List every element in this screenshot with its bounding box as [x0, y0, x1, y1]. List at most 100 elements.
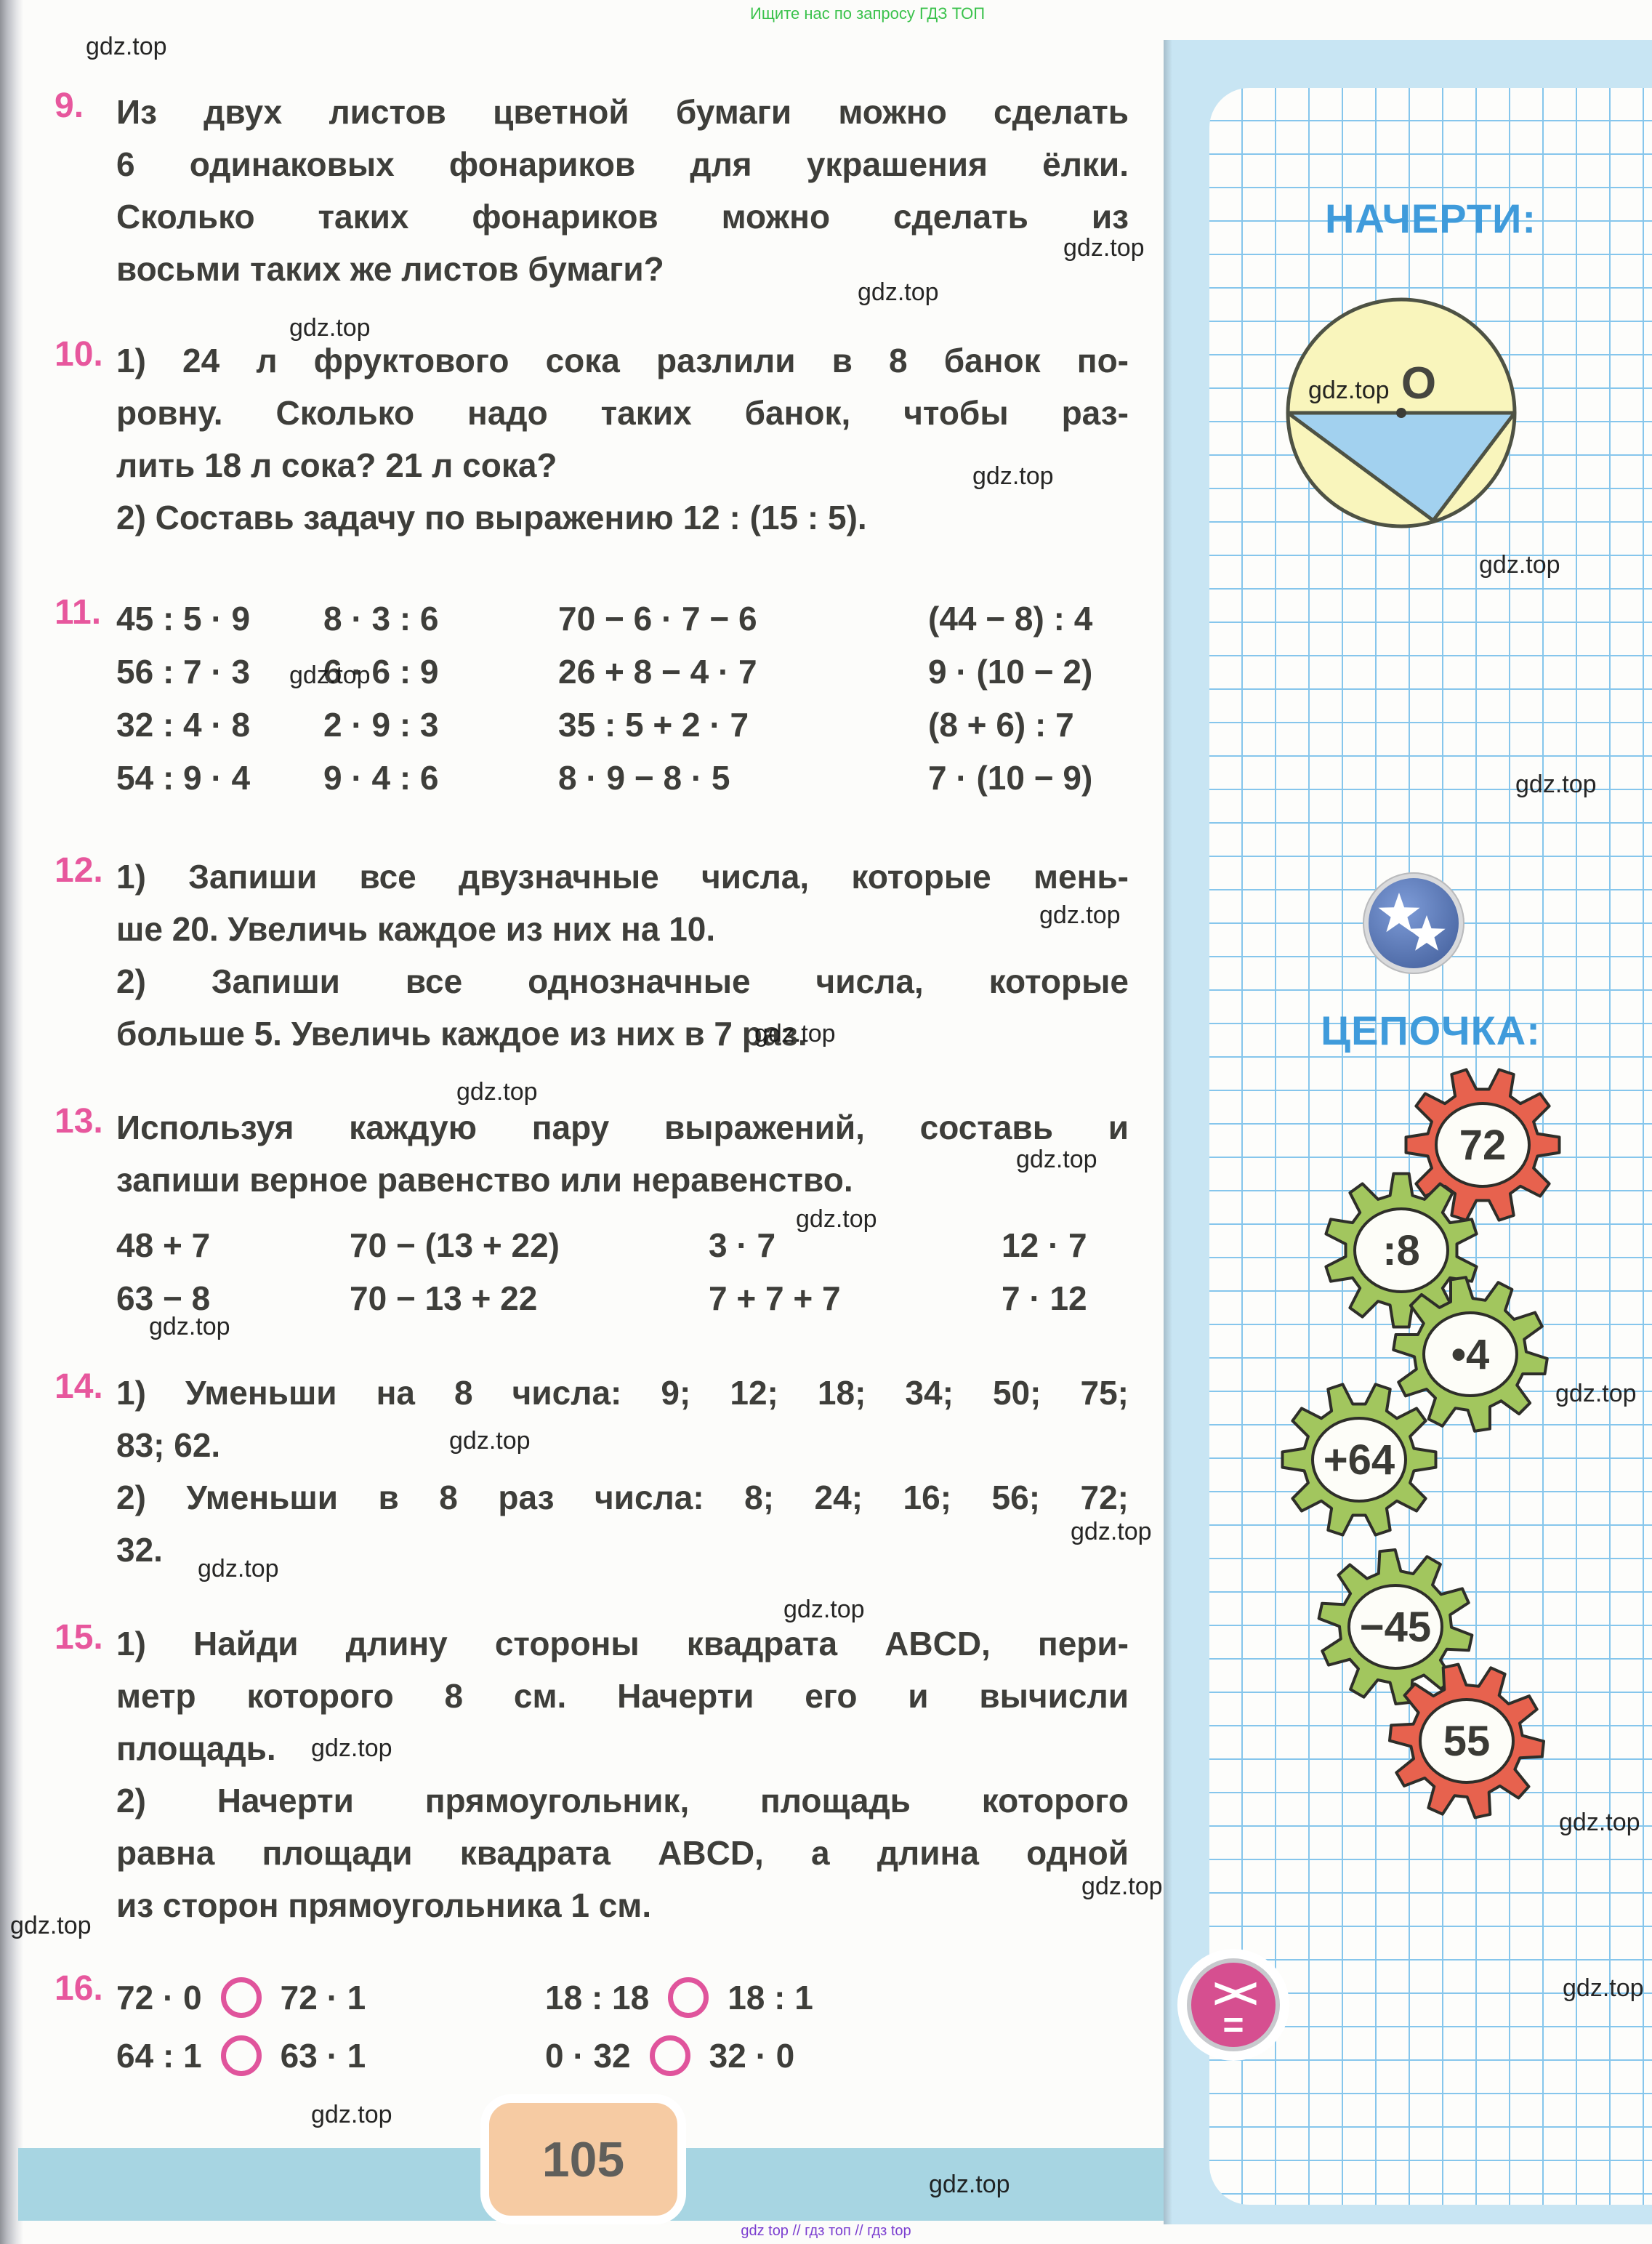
gdz-watermark: gdz.top [754, 1020, 836, 1047]
compare-circle [220, 2035, 262, 2076]
problem-text: Из двух листов цветной бумаги можно сдел… [116, 86, 1129, 295]
expression-cell: 35 : 5 + 2 · 7 [558, 706, 749, 744]
gdz-watermark: gdz.top [1071, 1518, 1152, 1545]
gdz-watermark: gdz.top [929, 2171, 1010, 2198]
circle-with-inscribed-triangle-figure: О [1286, 297, 1517, 528]
gear-•4: •4 [1392, 1276, 1549, 1433]
expression-cell: 70 − 6 · 7 − 6 [558, 600, 757, 638]
draw-heading: НАЧЕРТИ: [1324, 196, 1537, 241]
expression-right: 32 · 0 [709, 2037, 795, 2075]
text-line: ровну. Сколько надо таких банок, чтобы р… [116, 394, 1129, 432]
expression-cell: 48 + 7 [116, 1226, 211, 1264]
gear-label: 55 [1443, 1718, 1491, 1765]
gdz-watermark: gdz.top [149, 1313, 230, 1340]
expression-cell: 9 · (10 − 2) [928, 653, 1093, 691]
star-icon [1408, 915, 1446, 951]
gear-:8: :8 [1324, 1172, 1478, 1329]
expression-cell: 3 · 7 [709, 1226, 776, 1264]
expression-cell: 32 : 4 · 8 [116, 706, 251, 744]
problem-number: 9. [55, 87, 84, 125]
expression-left: 0 · 32 [545, 2037, 631, 2075]
badge-disc [1187, 1958, 1280, 2051]
star-icon [1378, 893, 1420, 933]
text-line: 2) Составь задачу по выражению 12 : (15 … [116, 499, 867, 536]
expression-cell: 8 · 3 : 6 [323, 600, 439, 638]
gdz-watermark: gdz.top [1479, 551, 1560, 579]
expression-cell: 70 − (13 + 22) [350, 1226, 560, 1264]
gdz-watermark: gdz.top [858, 278, 939, 306]
text-line: 1) 24 л фруктового сока разлили в 8 бано… [116, 342, 1129, 379]
text-line: лить 18 л сока? 21 л сока? [116, 446, 557, 484]
gear-+64: +64 [1281, 1383, 1438, 1537]
gdz-watermark: gdz.top [456, 1078, 538, 1106]
expression-cell: 26 + 8 − 4 · 7 [558, 653, 757, 691]
gdz-watermark: gdz.top [1559, 1809, 1640, 1836]
expression-left: 64 : 1 [116, 2037, 202, 2075]
gear-72: 72 [1404, 1068, 1561, 1222]
two-stars-badge [1363, 872, 1464, 974]
expression-cell: (8 + 6) : 7 [928, 706, 1074, 744]
gear-label: :8 [1382, 1227, 1420, 1274]
problem-text: 1) 24 л фруктового сока разлили в 8 бано… [116, 334, 1129, 544]
gdz-watermark: gdz.top [972, 462, 1054, 490]
text-line: равна площади квадрата ABCD, а длина одн… [116, 1834, 1129, 1872]
text-line: ше 20. Увеличь каждое из них на 10. [116, 910, 716, 948]
expression-right: 63 · 1 [280, 2037, 366, 2075]
expression-right: 72 · 1 [280, 1979, 366, 2016]
text-line: 83; 62. [116, 1426, 221, 1464]
expression-cell: 56 : 7 · 3 [116, 653, 251, 691]
text-line: 1) Уменьши на 8 числа: 9; 12; 18; 34; 50… [116, 1374, 1129, 1412]
promo-note: Ищите нас по запросу ГДЗ ТОП [750, 4, 986, 23]
text-line: метр которого 8 см. Начерти его и вычисл… [116, 1677, 1129, 1715]
problem-number: 15. [55, 1618, 103, 1657]
gdz-watermark: gdz.top [289, 314, 371, 342]
gear-label: +64 [1323, 1436, 1395, 1484]
gdz-watermark: gdz.top [289, 661, 371, 689]
gear-label: •4 [1451, 1331, 1490, 1378]
expression-cell: (44 − 8) : 4 [928, 600, 1093, 638]
problem-number: 11. [55, 593, 102, 632]
gdz-watermark: gdz.top [1555, 1380, 1637, 1407]
text-line: 32. [116, 1531, 163, 1569]
problem-text: Используя каждую пару выражений, составь… [116, 1101, 1129, 1206]
chain-heading: ЦЕПОЧКА: [1321, 1008, 1541, 1053]
center-dot [1396, 408, 1406, 418]
expression-right: 18 : 1 [728, 1979, 813, 2016]
gdz-watermark: gdz.top [1016, 1146, 1097, 1173]
gdz-watermark: gdz.top [198, 1555, 279, 1583]
expression-cell: 9 · 4 : 6 [323, 759, 439, 797]
gear-55: 55 [1388, 1662, 1545, 1819]
problem-number: 16. [55, 1969, 103, 2008]
gdz-watermark: gdz.top [796, 1205, 877, 1233]
expression-cell: 7 + 7 + 7 [709, 1279, 841, 1317]
expression-left: 72 · 0 [116, 1979, 202, 2016]
problem-text: 1) Уменьши на 8 числа: 9; 12; 18; 34; 50… [116, 1367, 1129, 1576]
text-line: Из двух листов цветной бумаги можно сдел… [116, 93, 1129, 131]
text-line: запиши верное равенство или неравенство. [116, 1161, 853, 1199]
compare-group: 18 : 18 18 : 1 [545, 1968, 813, 2027]
text-line: 2) Уменьши в 8 раз числа: 8; 24; 16; 56;… [116, 1479, 1129, 1516]
compare-group: 64 : 1 63 · 1 [116, 2027, 366, 2085]
gdz-watermark: gdz.top [311, 1734, 392, 1762]
expression-left: 18 : 18 [545, 1979, 650, 2016]
compare-circle [668, 1977, 709, 2018]
page-number-tab: 105 [480, 2094, 686, 2224]
gdz-watermark: gdz.top [1308, 377, 1390, 404]
gear-label: 72 [1459, 1122, 1507, 1169]
badge-ball [1363, 872, 1464, 974]
gdz-watermark: gdz.top [783, 1596, 865, 1623]
greater-less-icon: >< [1213, 1970, 1257, 2017]
expression-cell: 2 · 9 : 3 [323, 706, 439, 744]
text-line: площадь. [116, 1729, 276, 1767]
expression-cell: 7 · 12 [1002, 1279, 1087, 1317]
text-line: 6 одинаковых фонариков для украшения ёлк… [116, 145, 1129, 183]
gdz-watermark: gdz.top [449, 1427, 531, 1455]
gdz-watermark: gdz.top [10, 1912, 92, 1939]
text-line: больше 5. Увеличь каждое из них в 7 раз. [116, 1015, 807, 1053]
expression-cell: 63 − 8 [116, 1279, 211, 1317]
text-line: Сколько таких фонариков можно сделать из [116, 198, 1129, 236]
problem-number: 14. [55, 1367, 103, 1406]
star-icons [1378, 893, 1446, 951]
text-line: 1) Запиши все двузначные числа, которые … [116, 858, 1129, 896]
gdz-watermark: gdz.top [311, 2101, 392, 2128]
